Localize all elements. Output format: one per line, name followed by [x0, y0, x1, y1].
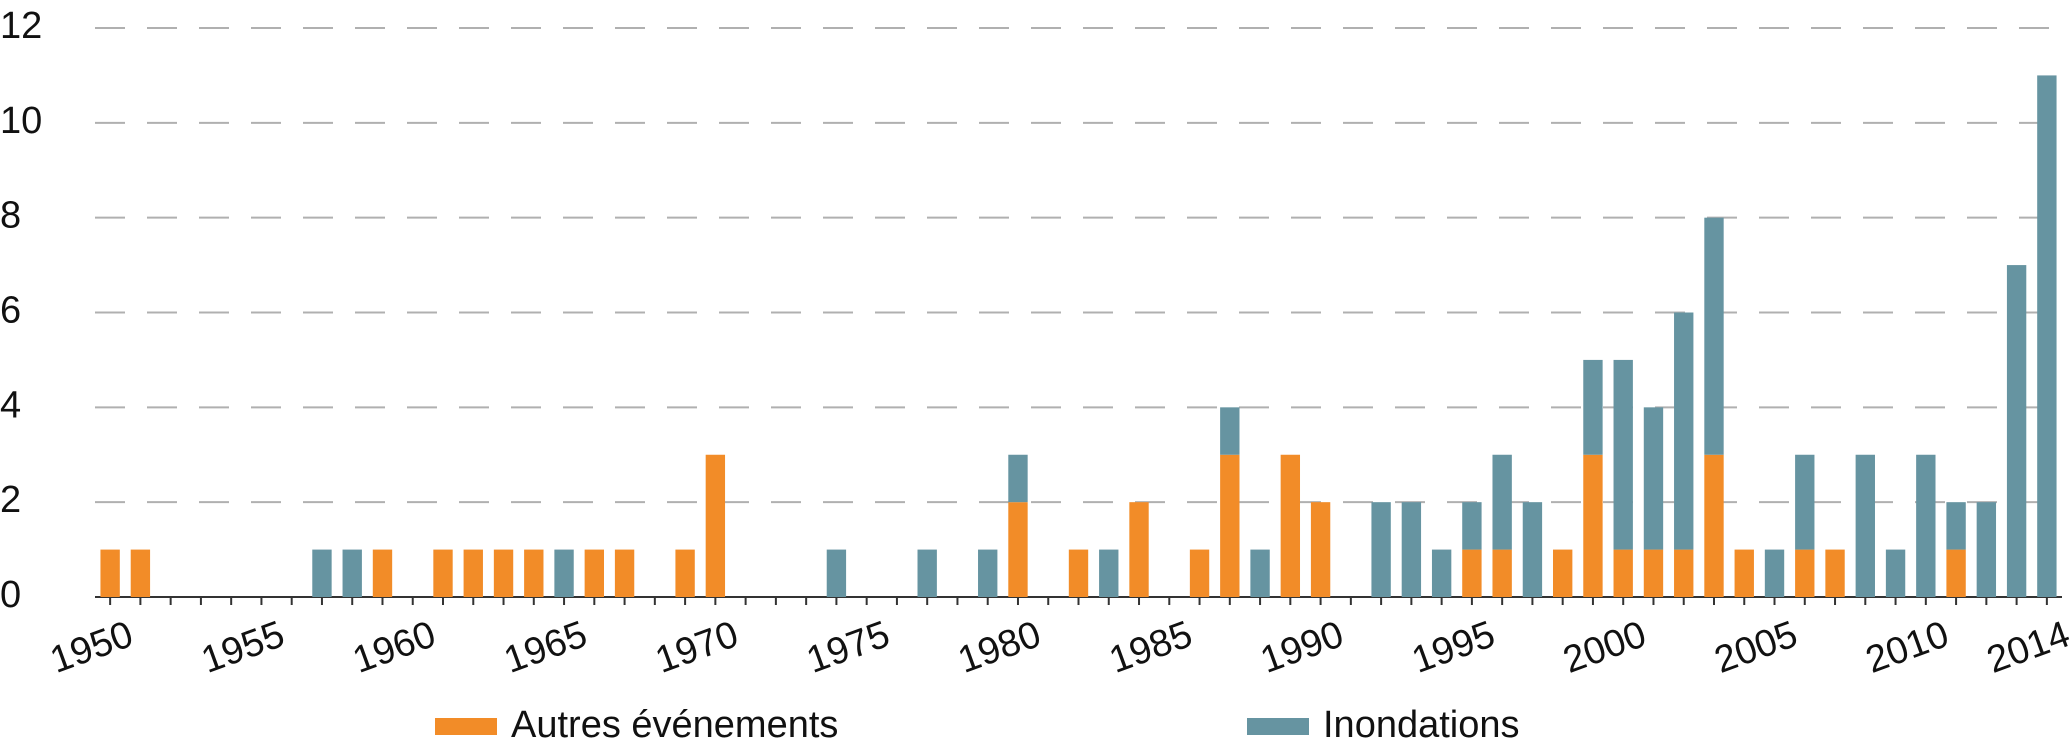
- bar: [705, 454, 726, 597]
- bar: [554, 549, 574, 597]
- bar: [1068, 549, 1089, 597]
- bar: [1583, 454, 1603, 597]
- x-tick-label: 1970: [650, 613, 744, 681]
- bar: [1008, 454, 1028, 503]
- bar: [1492, 454, 1512, 550]
- bar: [1220, 407, 1240, 455]
- bar: [1674, 549, 1694, 597]
- bar: [1250, 549, 1270, 597]
- bar: [1522, 502, 1543, 597]
- bar: [1704, 217, 1724, 455]
- bar: [1734, 549, 1754, 597]
- bar: [1704, 454, 1724, 597]
- bar: [1976, 502, 1997, 597]
- bar: [2037, 75, 2057, 597]
- bar: [524, 549, 544, 597]
- x-tick-label: 1975: [801, 613, 895, 681]
- bar: [917, 549, 937, 597]
- bar: [342, 549, 362, 597]
- bar: [1946, 502, 1966, 550]
- bar: [1099, 549, 1119, 597]
- y-tick-label: 12: [0, 5, 42, 47]
- bar: [312, 549, 332, 597]
- legend-label: Inondations: [1323, 704, 1520, 742]
- bar: [130, 549, 151, 597]
- bar: [493, 549, 514, 597]
- y-tick-label: 4: [0, 384, 21, 426]
- bar: [1583, 359, 1603, 455]
- bar: [1795, 549, 1815, 597]
- y-tick-label: 0: [0, 574, 21, 616]
- bar: [463, 549, 483, 597]
- bar: [978, 549, 998, 597]
- bar: [1885, 549, 1906, 597]
- x-tick-label: 1955: [196, 613, 290, 681]
- bar: [1401, 502, 1422, 597]
- bar: [675, 549, 695, 597]
- bar: [2006, 265, 2027, 597]
- bar: [433, 549, 453, 597]
- x-tick-label: 1965: [499, 613, 593, 681]
- bar: [1008, 502, 1028, 597]
- bar: [100, 549, 120, 597]
- legend-swatch: [1247, 718, 1309, 735]
- bar: [1371, 502, 1391, 597]
- bar: [1613, 549, 1633, 597]
- x-tick-label: 1960: [347, 613, 441, 681]
- bar: [614, 549, 635, 597]
- bar: [1613, 359, 1633, 550]
- bar: [1946, 549, 1966, 597]
- bar: [1553, 549, 1573, 597]
- legend-label: Autres événements: [511, 704, 838, 742]
- bar: [1129, 502, 1149, 597]
- y-tick-label: 10: [0, 100, 42, 142]
- x-tick-label: 1985: [1104, 613, 1198, 681]
- y-tick-label: 2: [0, 479, 21, 521]
- bar: [1855, 454, 1875, 597]
- bar: [1643, 407, 1664, 550]
- x-tick-label: 1990: [1255, 613, 1349, 681]
- bar: [1492, 549, 1512, 597]
- bar: [1310, 502, 1331, 597]
- x-tick-label: 1950: [45, 613, 139, 681]
- bar: [1280, 454, 1301, 597]
- x-tick-label: 2010: [1861, 613, 1955, 681]
- bar: [1189, 549, 1210, 597]
- x-tick-label: 1980: [953, 613, 1047, 681]
- bar: [372, 549, 393, 597]
- bar: [1764, 549, 1785, 597]
- x-tick-label: 2005: [1709, 613, 1803, 681]
- x-tick-label: 1995: [1407, 613, 1501, 681]
- bar: [1431, 549, 1452, 597]
- bar: [1795, 454, 1815, 550]
- bar: [1916, 454, 1936, 597]
- bar: [1462, 549, 1482, 597]
- y-tick-label: 8: [0, 195, 21, 237]
- bar: [826, 549, 847, 597]
- bar: [584, 549, 604, 597]
- x-tick-label: 2000: [1558, 613, 1652, 681]
- bar: [1825, 549, 1845, 597]
- x-tick-label: 2014: [1982, 613, 2071, 681]
- y-tick-label: 6: [0, 290, 21, 332]
- bar: [1462, 502, 1482, 550]
- bar: [1220, 454, 1240, 597]
- bar: [1674, 312, 1694, 550]
- legend-swatch: [435, 718, 497, 735]
- bar: [1643, 549, 1664, 597]
